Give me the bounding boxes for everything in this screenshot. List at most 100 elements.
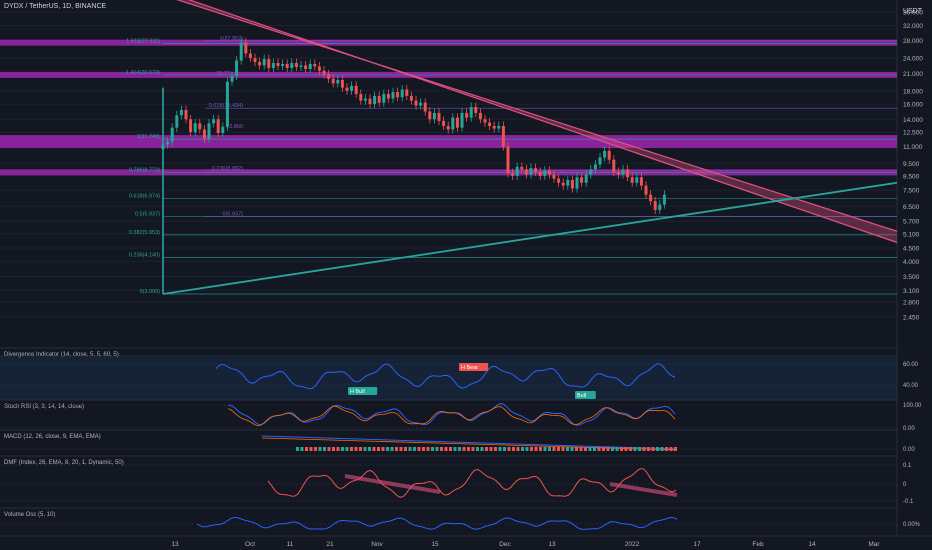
macd-histogram-bar (422, 447, 425, 451)
pane-y-tick: 40.00 (903, 383, 919, 389)
macd-histogram-bar (638, 447, 641, 451)
stoch-k-line (227, 402, 676, 426)
macd-histogram-bar (503, 447, 506, 451)
y-tick-label: 12.500 (903, 130, 923, 137)
macd-histogram-bar (611, 447, 614, 451)
macd-histogram-bar (615, 447, 619, 451)
macd-line (261, 435, 678, 450)
candle-body (225, 81, 229, 127)
macd-histogram-bar (584, 447, 587, 451)
macd-histogram-bar (597, 447, 601, 451)
y-tick-label: 2.450 (903, 314, 920, 321)
macd-histogram-bar (624, 447, 628, 451)
candle-body (612, 159, 616, 172)
candle-body (580, 177, 584, 183)
macd-histogram-bar (449, 447, 452, 451)
candle-body (281, 63, 285, 66)
macd-histogram-bar (660, 447, 664, 451)
macd-histogram-bar (534, 447, 538, 451)
fib-level-label: 1(11.748) (137, 134, 160, 140)
macd-histogram-bar (512, 447, 515, 451)
pane-y-tick: 0 (903, 482, 907, 488)
candle-body (161, 144, 165, 150)
macd-histogram-bar (651, 447, 655, 451)
candle-body (649, 194, 653, 202)
candle-body (207, 123, 211, 139)
price-axis-bg (897, 0, 932, 550)
candle-body (359, 93, 363, 101)
pane-y-tick: 100.00 (903, 403, 922, 409)
candle-body (639, 177, 643, 186)
ascending-trendline (162, 181, 898, 295)
macd-histogram-bar (386, 447, 389, 451)
candle-body (396, 92, 400, 98)
candle-body (547, 170, 551, 175)
macd-histogram-bar (435, 447, 439, 451)
macd-histogram-bar (575, 447, 578, 451)
candle-body (662, 194, 666, 205)
macd-histogram-bar (665, 447, 668, 451)
macd-histogram-bar (516, 447, 520, 451)
macd-histogram-bar (557, 447, 560, 451)
macd-histogram-bar (462, 447, 466, 451)
candle-body (524, 169, 528, 175)
y-tick-label: 4.500 (903, 246, 920, 253)
candle-body (534, 168, 538, 172)
y-tick-label: 36.000 (903, 10, 923, 17)
candle-body (400, 89, 404, 98)
candle-body (552, 174, 556, 179)
divergence-label: H Bear (461, 365, 478, 371)
macd-histogram-bar (458, 447, 461, 451)
macd-histogram-bar (633, 447, 637, 451)
candle-body (202, 129, 206, 139)
macd-histogram-bar (408, 447, 412, 451)
y-tick-label: 5.700 (903, 219, 920, 226)
candle-body (414, 100, 418, 106)
divergence-label: H Bull (350, 389, 365, 395)
candle-body (626, 169, 630, 178)
macd-histogram-bar (543, 447, 547, 451)
macd-histogram-bar (404, 447, 407, 451)
y-tick-label: 21.000 (903, 71, 923, 78)
x-tick-label: 14 (808, 541, 816, 548)
pane-y-tick: 0.00% (903, 522, 921, 528)
y-tick-label: 3.100 (903, 288, 920, 295)
macd-histogram-bar (332, 447, 335, 451)
y-tick-label: 11.000 (903, 144, 923, 151)
candle-body (290, 62, 294, 68)
macd-histogram-bar (350, 447, 353, 451)
candle-body (193, 123, 197, 133)
y-tick-label: 32.000 (903, 23, 923, 30)
macd-histogram-bar (363, 447, 367, 451)
macd-histogram-bar (561, 447, 565, 451)
candle-body (267, 59, 271, 68)
y-tick-label: 3.500 (903, 274, 920, 281)
divergence-band (0, 355, 897, 400)
macd-histogram-bar (296, 447, 299, 451)
candle-body (308, 63, 312, 70)
x-tick-label: Oct (245, 541, 255, 548)
macd-histogram-bar (305, 447, 308, 451)
divergence-label-bg (459, 363, 489, 371)
macd-histogram-bar (525, 447, 529, 451)
macd-histogram-bar (341, 447, 344, 451)
pane-y-tick: 0.1 (903, 463, 912, 469)
macd-histogram-bar (602, 447, 605, 451)
x-tick-label: Dec (499, 541, 511, 548)
candle-body (239, 42, 243, 61)
x-tick-label: Nov (371, 541, 383, 548)
candle-body (350, 85, 354, 91)
stoch-d-line (227, 405, 676, 427)
fib-level-label: 0(3.000) (140, 289, 161, 295)
candle-body (460, 112, 464, 128)
macd-histogram-bar (548, 447, 551, 451)
candle-body (409, 95, 413, 101)
macd-histogram-bar (440, 447, 443, 451)
candle-body (198, 123, 202, 130)
candle-body (446, 125, 450, 130)
candle-body (483, 119, 487, 123)
pane-y-tick: -0.1 (903, 499, 914, 505)
pane-y-tick: 0.00 (903, 426, 915, 432)
x-tick-label: Mar (868, 541, 880, 548)
